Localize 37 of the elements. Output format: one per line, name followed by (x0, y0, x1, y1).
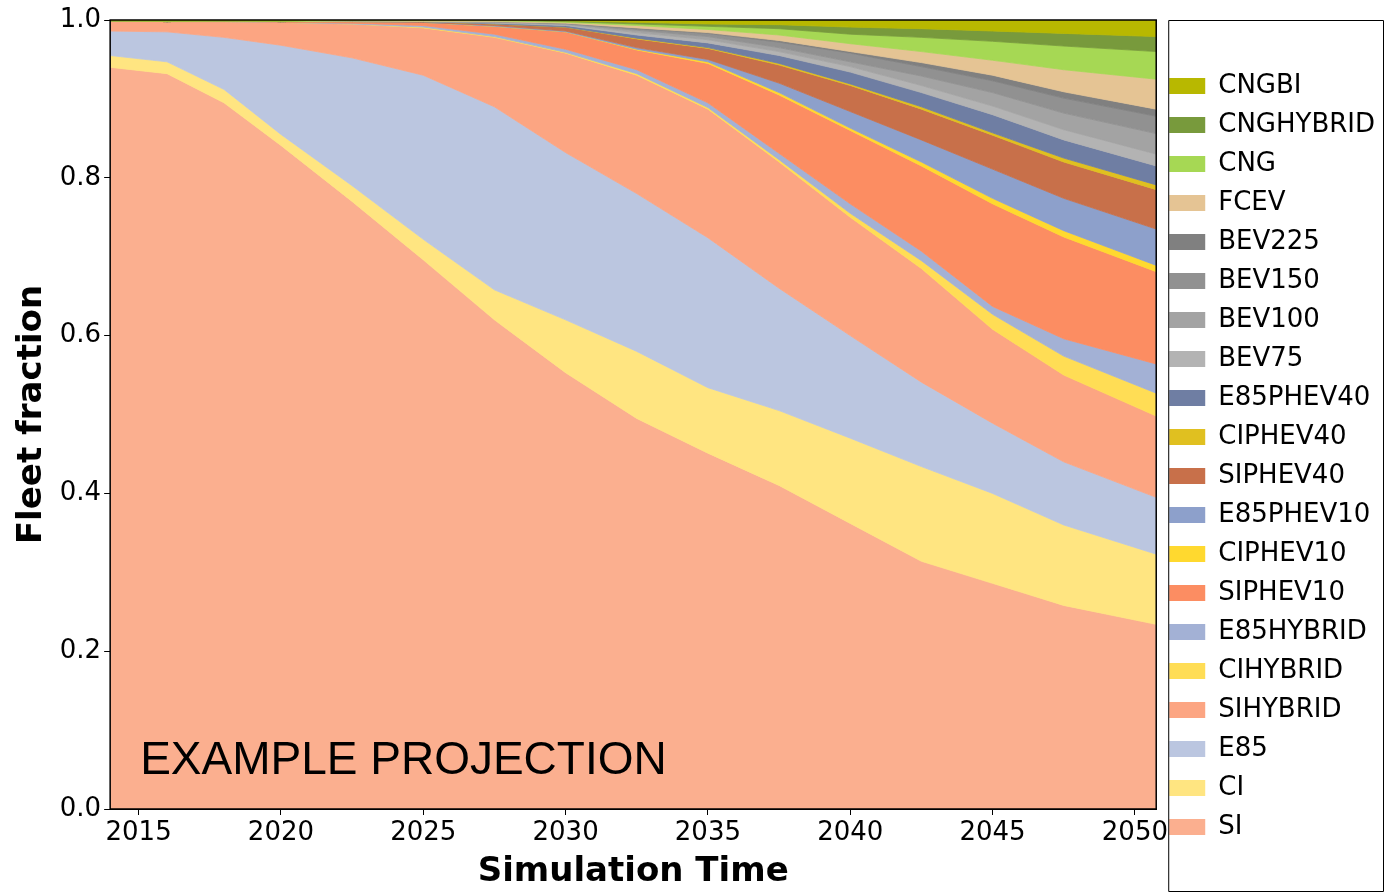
x-axis-title: Simulation Time (477, 849, 789, 890)
y-tick-label: 0.6 (59, 318, 102, 349)
legend-label: BEV150 (1218, 263, 1320, 294)
legend-label: E85 (1218, 731, 1268, 762)
x-tick-label: 2020 (247, 816, 315, 847)
legend-label: CIHYBRID (1218, 653, 1344, 684)
x-tick-label: 2045 (959, 816, 1026, 847)
y-tick-label: 0.8 (59, 160, 102, 191)
legend-label: SIHYBRID (1218, 692, 1342, 723)
legend-label: BEV225 (1218, 224, 1320, 255)
legend-label: SIPHEV40 (1218, 458, 1345, 489)
x-tick-label: 2050 (1101, 816, 1168, 847)
y-tick-label: 1.0 (59, 2, 102, 33)
legend-label: CI (1218, 770, 1245, 801)
annotation: EXAMPLE PROJECTION (140, 732, 667, 784)
x-tick-label: 2025 (390, 816, 457, 847)
legend-label: FCEV (1218, 185, 1286, 216)
legend-label: SIPHEV10 (1218, 575, 1345, 606)
x-tick-label: 2040 (817, 816, 884, 847)
legend-label: E85PHEV40 (1218, 380, 1371, 411)
legend-label: BEV75 (1218, 341, 1304, 372)
legend-label: CNGBI (1218, 68, 1302, 99)
legend-label: E85HYBRID (1218, 614, 1367, 645)
legend-label: CNGHYBRID (1218, 107, 1376, 138)
y-axis-title: Fleet fraction (9, 284, 50, 545)
y-tick-label: 0.0 (59, 791, 102, 822)
x-tick-label: 2015 (105, 816, 172, 847)
legend-label: CNG (1218, 146, 1276, 177)
x-tick-label: 2035 (674, 816, 741, 847)
y-tick-label: 0.4 (59, 476, 102, 507)
legend-label: BEV100 (1218, 302, 1320, 333)
y-tick-label: 0.2 (59, 633, 102, 664)
legend-label: SI (1218, 809, 1243, 840)
legend-label: CIPHEV40 (1218, 419, 1347, 450)
legend-label: CIPHEV10 (1218, 536, 1347, 567)
x-tick-label: 2030 (532, 816, 599, 847)
legend-label: E85PHEV10 (1218, 497, 1371, 528)
